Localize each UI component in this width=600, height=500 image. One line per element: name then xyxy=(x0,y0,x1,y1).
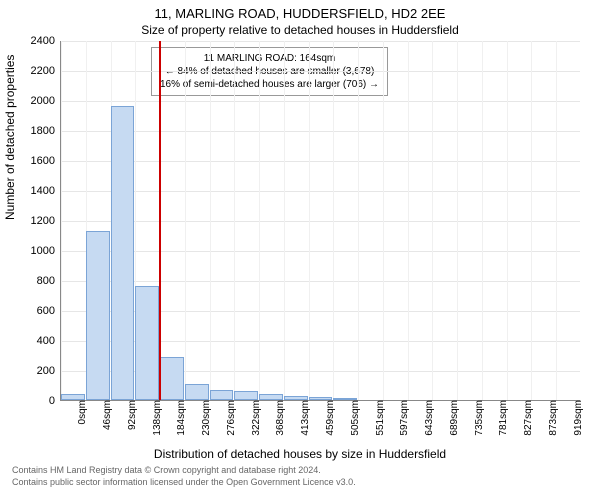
vgridline xyxy=(210,41,211,400)
gridline xyxy=(61,71,580,72)
bar xyxy=(86,231,110,401)
xtick-label: 551sqm xyxy=(371,400,386,436)
xtick-label: 92sqm xyxy=(123,400,138,430)
vgridline xyxy=(383,41,384,400)
vgridline xyxy=(259,41,260,400)
xtick-label: 689sqm xyxy=(445,400,460,436)
bar xyxy=(160,357,184,401)
bar xyxy=(135,286,159,400)
gridline xyxy=(61,41,580,42)
gridline xyxy=(61,221,580,222)
xtick-label: 643sqm xyxy=(420,400,435,436)
bar xyxy=(210,390,234,401)
bar xyxy=(111,106,135,400)
footer: Contains HM Land Registry data © Crown c… xyxy=(0,461,600,492)
vgridline xyxy=(333,41,334,400)
xtick-label: 46sqm xyxy=(98,400,113,430)
xtick-label: 505sqm xyxy=(346,400,361,436)
chart-subtitle: Size of property relative to detached ho… xyxy=(0,21,600,41)
gridline xyxy=(61,191,580,192)
footer-line1: Contains HM Land Registry data © Crown c… xyxy=(12,465,592,477)
vgridline xyxy=(507,41,508,400)
ytick-label: 1800 xyxy=(31,125,61,137)
vgridline xyxy=(358,41,359,400)
vgridline xyxy=(284,41,285,400)
ytick-label: 600 xyxy=(37,305,61,317)
gridline xyxy=(61,281,580,282)
chart-area: 11 MARLING ROAD: 164sqm ← 84% of detache… xyxy=(60,41,580,401)
plot-region: 11 MARLING ROAD: 164sqm ← 84% of detache… xyxy=(60,41,580,401)
xtick-label: 827sqm xyxy=(519,400,534,436)
bar xyxy=(185,384,209,401)
gridline xyxy=(61,251,580,252)
annotation-line1: 11 MARLING ROAD: 164sqm xyxy=(160,52,379,65)
xtick-label: 873sqm xyxy=(544,400,559,436)
vgridline xyxy=(482,41,483,400)
ytick-label: 200 xyxy=(37,365,61,377)
xtick-label: 919sqm xyxy=(569,400,584,436)
ytick-label: 2000 xyxy=(31,95,61,107)
ytick-label: 800 xyxy=(37,275,61,287)
xtick-label: 0sqm xyxy=(73,400,88,424)
xtick-label: 781sqm xyxy=(494,400,509,436)
gridline xyxy=(61,161,580,162)
gridline xyxy=(61,131,580,132)
xtick-label: 230sqm xyxy=(197,400,212,436)
vgridline xyxy=(309,41,310,400)
vgridline xyxy=(556,41,557,400)
ytick-label: 0 xyxy=(49,395,61,407)
vgridline xyxy=(234,41,235,400)
xtick-label: 138sqm xyxy=(148,400,163,436)
vgridline xyxy=(61,41,62,400)
xtick-label: 459sqm xyxy=(321,400,336,436)
xtick-label: 735sqm xyxy=(470,400,485,436)
ytick-label: 2400 xyxy=(31,35,61,47)
xtick-label: 368sqm xyxy=(271,400,286,436)
ytick-label: 1000 xyxy=(31,245,61,257)
chart-title: 11, MARLING ROAD, HUDDERSFIELD, HD2 2EE xyxy=(0,0,600,21)
xtick-label: 184sqm xyxy=(172,400,187,436)
ytick-label: 1600 xyxy=(31,155,61,167)
vgridline xyxy=(432,41,433,400)
annotation-line3: 16% of semi-detached houses are larger (… xyxy=(160,78,379,91)
vgridline xyxy=(408,41,409,400)
y-axis-label: Number of detached properties xyxy=(3,55,17,220)
vgridline xyxy=(531,41,532,400)
xtick-label: 597sqm xyxy=(395,400,410,436)
vgridline xyxy=(185,41,186,400)
ytick-label: 2200 xyxy=(31,65,61,77)
marker-line xyxy=(159,41,161,400)
ytick-label: 1200 xyxy=(31,215,61,227)
xtick-label: 322sqm xyxy=(247,400,262,436)
ytick-label: 1400 xyxy=(31,185,61,197)
xtick-label: 276sqm xyxy=(222,400,237,436)
bar xyxy=(234,391,258,400)
ytick-label: 400 xyxy=(37,335,61,347)
gridline xyxy=(61,101,580,102)
xtick-label: 413sqm xyxy=(296,400,311,436)
footer-line2: Contains public sector information licen… xyxy=(12,477,592,489)
vgridline xyxy=(457,41,458,400)
